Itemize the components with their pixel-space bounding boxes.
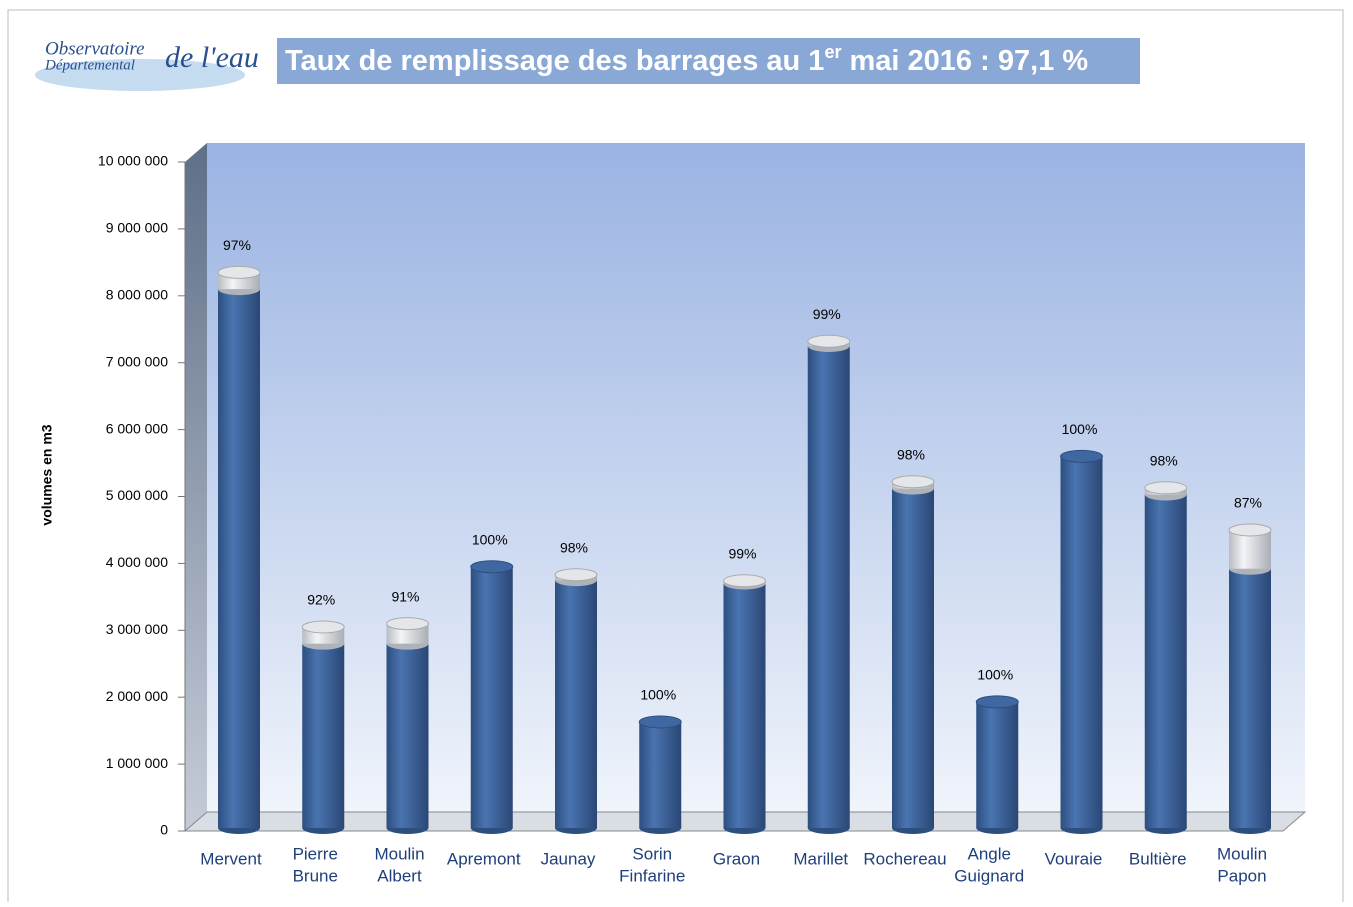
logo-line1: Observatoire bbox=[45, 38, 145, 59]
logo: Observatoire Départemental de l'eau bbox=[35, 38, 259, 91]
rate-label: 100% bbox=[1062, 421, 1098, 437]
bar-filled bbox=[386, 643, 429, 828]
x-tick-label: Albert bbox=[377, 866, 422, 885]
cylinder-top bbox=[301, 620, 345, 634]
y-tick-label: 4 000 000 bbox=[106, 554, 168, 570]
bar-filled bbox=[555, 580, 597, 828]
bar-filled bbox=[218, 289, 260, 828]
cylinder-top bbox=[891, 475, 935, 489]
rate-label: 97% bbox=[223, 237, 251, 253]
cylinder-top bbox=[1228, 523, 1272, 537]
x-tick-label: Moulin bbox=[374, 844, 424, 863]
y-tick-label: 1 000 000 bbox=[106, 755, 168, 771]
y-tick-label: 0 bbox=[160, 822, 168, 838]
x-tick-label: Brune bbox=[293, 866, 338, 885]
x-tick-label: Rochereau bbox=[863, 849, 946, 868]
x-tick-label: Guignard bbox=[954, 866, 1024, 885]
x-tick-label: Papon bbox=[1217, 866, 1266, 885]
x-tick-label: Finfarine bbox=[619, 866, 685, 885]
y-tick-label: 8 000 000 bbox=[106, 287, 168, 303]
x-tick-label: Vouraie bbox=[1045, 849, 1103, 868]
title-part: mai 2016 : 97,1 % bbox=[841, 45, 1088, 77]
rate-label: 100% bbox=[472, 531, 508, 547]
rate-label: 91% bbox=[391, 588, 419, 604]
frame bbox=[7, 9, 1344, 907]
x-tick-label: Graon bbox=[713, 849, 760, 868]
x-tick-label: Apremont bbox=[447, 849, 521, 868]
cylinder-top bbox=[975, 695, 1019, 709]
y-tick-label: 3 000 000 bbox=[106, 621, 168, 637]
x-tick-label: Mervent bbox=[200, 849, 262, 868]
x-tick-label: Angle bbox=[968, 844, 1011, 863]
x-tick-label: Jaunay bbox=[541, 849, 596, 868]
cylinder-top bbox=[217, 265, 261, 279]
x-tick-label: Pierre bbox=[293, 844, 338, 863]
title-part: Taux de remplissage des barrages au 1 bbox=[285, 45, 824, 77]
y-tick-label: 9 000 000 bbox=[106, 220, 168, 236]
x-tick-label: Moulin bbox=[1217, 844, 1267, 863]
y-tick-label: 2 000 000 bbox=[106, 688, 168, 704]
bar-filled bbox=[1229, 568, 1271, 828]
rate-label: 98% bbox=[1150, 453, 1178, 469]
y-axis-label: volumes en m3 bbox=[39, 424, 55, 525]
bar-filled bbox=[302, 643, 345, 828]
y-tick-label: 7 000 000 bbox=[106, 353, 168, 369]
x-tick-label: Marillet bbox=[793, 849, 848, 868]
chart-title: Taux de remplissage des barrages au 1er … bbox=[285, 42, 1088, 77]
x-tick-label: Bultière bbox=[1129, 849, 1187, 868]
cylinder-top bbox=[554, 568, 598, 582]
y-tick-label: 10 000 000 bbox=[98, 153, 168, 169]
cylinder-top bbox=[1060, 449, 1103, 463]
side-wall bbox=[185, 143, 207, 831]
y-tick-label: 6 000 000 bbox=[106, 420, 168, 436]
bar-filled bbox=[976, 701, 1019, 828]
y-tick-label: 5 000 000 bbox=[106, 487, 168, 503]
bar-filled bbox=[1144, 494, 1187, 828]
logo-wave bbox=[35, 59, 245, 91]
rate-label: 100% bbox=[977, 667, 1013, 683]
bar-filled bbox=[1060, 456, 1103, 828]
bar-filled bbox=[470, 566, 513, 828]
title-box bbox=[277, 38, 1140, 84]
rate-label: 98% bbox=[560, 539, 588, 555]
rate-label: 98% bbox=[897, 446, 925, 462]
logo-line2: Départemental bbox=[44, 57, 135, 73]
bar-filled bbox=[723, 583, 766, 828]
rate-label: 99% bbox=[813, 306, 841, 322]
bar-filled bbox=[892, 488, 934, 828]
cylinder-top bbox=[807, 334, 851, 348]
title-sup: er bbox=[824, 42, 841, 62]
cylinder-top bbox=[638, 715, 682, 729]
cylinder-top bbox=[723, 574, 766, 588]
rate-label: 92% bbox=[307, 592, 335, 608]
rate-label: 100% bbox=[640, 687, 676, 703]
cylinder-top bbox=[470, 560, 514, 574]
rate-label: 99% bbox=[728, 545, 756, 561]
logo-brand: de l'eau bbox=[165, 41, 259, 74]
cylinder-top bbox=[386, 617, 429, 631]
bar-filled bbox=[807, 345, 850, 828]
bar-filled bbox=[639, 721, 682, 828]
x-tick-label: Sorin bbox=[632, 844, 672, 863]
rate-label: 87% bbox=[1234, 495, 1262, 511]
cylinder-top bbox=[1144, 481, 1188, 495]
